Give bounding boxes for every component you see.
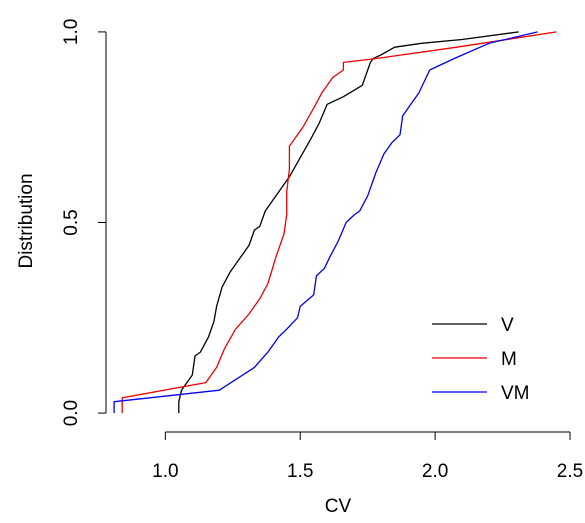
x-tick-label: 1.5: [287, 461, 313, 482]
x-tick-label: 1.0: [152, 461, 178, 482]
y-tick-label: 0.5: [61, 209, 82, 235]
x-tick-label: 2.0: [422, 461, 448, 482]
series-line-vm: [113, 31, 538, 414]
legend-label-vm: VM: [501, 383, 530, 404]
series-line-v: [178, 31, 519, 414]
legend-label-v: V: [501, 315, 514, 336]
legend: VM VM: [432, 315, 530, 404]
y-axis-title: Distribution: [16, 173, 37, 268]
x-tick-label: 2.5: [557, 461, 583, 482]
plot-lines: [113, 31, 557, 414]
legend-label-m: M: [501, 349, 517, 370]
x-axis-title: CV: [325, 496, 352, 517]
y-tick-label: 0.0: [61, 400, 82, 426]
y-tick-label: 1.0: [61, 19, 82, 45]
axes: 1.0 1.5 2.0 2.5 0.0 0.5 1.0: [61, 19, 583, 482]
series-line-m: [121, 31, 557, 414]
